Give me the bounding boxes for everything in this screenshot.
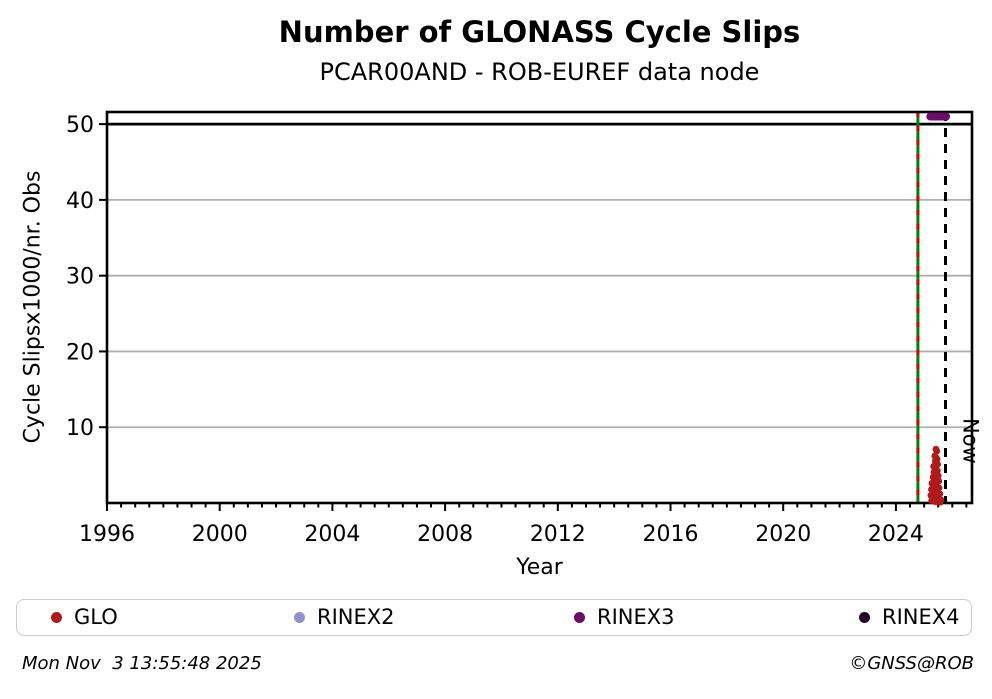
legend-item-glo: GLO (51, 600, 118, 634)
plot-timestamp: Mon Nov 3 13:55:48 2025 (22, 653, 262, 674)
svg-text:40: 40 (66, 189, 94, 214)
svg-text:2008: 2008 (417, 522, 473, 547)
svg-text:2012: 2012 (530, 522, 586, 547)
svg-text:2024: 2024 (868, 522, 924, 547)
legend-item-rinex3: RINEX3 (574, 600, 675, 634)
copyright: ©GNSS@ROB (849, 653, 974, 674)
y-gridlines (107, 198, 972, 429)
x-tick-labels: 1996 2000 2004 2008 2012 2016 2020 2024 (79, 522, 924, 547)
chart-title: Number of GLONASS Cycle Slips (278, 15, 801, 49)
series-GLO-points (927, 445, 945, 506)
svg-text:2020: 2020 (755, 522, 811, 547)
rinex4-marker-icon (859, 611, 870, 623)
legend-label-glo: GLO (74, 605, 118, 629)
legend: GLO RINEX2 RINEX3 RINEX4 (16, 599, 972, 636)
rinex2-marker-icon (294, 611, 305, 623)
series-RINEX3-points (926, 112, 951, 121)
svg-text:50: 50 (66, 113, 94, 138)
svg-text:30: 30 (66, 265, 94, 290)
legend-label-rinex3: RINEX3 (597, 605, 675, 629)
y-axis-ticks (99, 123, 107, 429)
legend-label-rinex4: RINEX4 (882, 605, 960, 629)
svg-text:2000: 2000 (192, 522, 248, 547)
plot-border (105, 110, 974, 505)
y-tick-labels: 10 20 30 40 50 (66, 113, 94, 441)
legend-label-rinex2: RINEX2 (317, 605, 395, 629)
plot-area: 1996 2000 2004 2008 2012 2016 2020 2024 10 20 30 40… (66, 110, 983, 547)
svg-text:20: 20 (66, 340, 94, 365)
now-label: Now (959, 418, 983, 464)
legend-item-rinex2: RINEX2 (294, 600, 395, 634)
svg-text:10: 10 (66, 416, 94, 441)
svg-text:2004: 2004 (304, 522, 360, 547)
chart-subtitle: PCAR00AND - ROB-EUREF data node (319, 58, 760, 86)
glo-marker-icon (51, 611, 62, 623)
x-axis-label: Year (516, 555, 563, 580)
y-axis-label: Cycle Slipsx1000/nr. Obs (20, 170, 46, 444)
svg-text:2016: 2016 (643, 522, 699, 547)
legend-item-rinex4: RINEX4 (859, 600, 960, 634)
svg-text:1996: 1996 (79, 522, 135, 547)
rinex3-marker-icon (574, 611, 585, 623)
